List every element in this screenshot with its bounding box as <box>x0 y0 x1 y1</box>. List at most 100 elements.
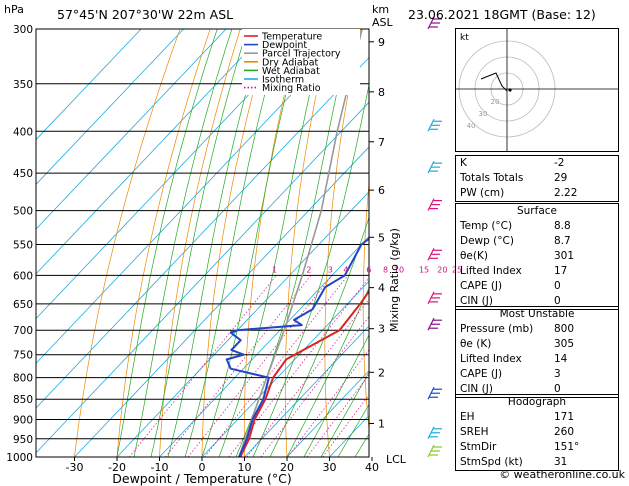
table-row: θe(K) 301 <box>456 249 618 264</box>
mixing-ratio-line <box>187 275 333 457</box>
most-unstable-title: Most Unstable <box>499 308 575 320</box>
parcel-trajectory-curve <box>238 29 363 457</box>
legend-entry: Wet Adiabat <box>262 66 320 77</box>
isotherm-line <box>244 325 369 457</box>
wind-barb <box>427 248 442 261</box>
table-row: θe (K) 305 <box>456 337 618 352</box>
km-tick-label: 2 <box>378 366 385 379</box>
pressure-tick-label: 850 <box>13 394 33 406</box>
row-label: θe (K) <box>460 338 492 350</box>
row-value: -2 <box>554 157 565 169</box>
row-value: 800 <box>554 323 575 335</box>
isotherm-line <box>36 29 184 185</box>
table-row: Lifted Index 17 <box>456 264 618 279</box>
legend-entry: Dry Adiabat <box>262 57 319 68</box>
hodograph-units: kt <box>460 33 469 43</box>
x-tick-label: -10 <box>151 461 169 474</box>
x-axis-title: Dewpoint / Temperature (°C) <box>112 471 291 486</box>
row-label: CIN (J) <box>460 295 493 307</box>
mixing-ratio-line <box>228 277 369 457</box>
row-label: K <box>460 157 467 169</box>
table-row: PW (cm) 2.22 <box>456 186 618 201</box>
hodograph-trace <box>480 72 508 92</box>
lcl-label: LCL <box>386 453 407 466</box>
row-label: θe(K) <box>460 250 488 262</box>
wind-barb <box>427 118 442 132</box>
asl-label: ASL <box>372 16 394 29</box>
pressure-tick-label: 900 <box>13 415 33 427</box>
units-label: hPa <box>4 3 24 16</box>
row-value: 305 <box>554 338 575 350</box>
table-row: StmDir 151° <box>456 440 618 455</box>
indices-table: K -2 Totals Totals 29 PW (cm) 2.22 <box>455 155 619 202</box>
km-tick-label: 4 <box>378 282 385 295</box>
datetime-title: 23.06.2021 18GMT (Base: 12) <box>408 7 596 22</box>
dry-adiabat-line <box>116 29 211 457</box>
pressure-tick-label: 800 <box>13 373 33 385</box>
mixing-ratio-line <box>204 275 349 457</box>
legend-entry: Mixing Ratio <box>262 83 321 94</box>
x-tick-label: 0 <box>199 461 206 474</box>
km-tick-label: 5 <box>378 231 385 244</box>
wind-barb <box>427 160 442 174</box>
mixing-ratio-label: 1 <box>272 265 277 274</box>
wind-barb <box>427 198 442 211</box>
pressure-tick-label: 700 <box>13 325 33 337</box>
wind-barbs <box>427 16 442 458</box>
wind-barb <box>427 317 442 331</box>
x-tick-label: 40 <box>365 461 379 474</box>
pressure-tick-label: 600 <box>13 270 33 282</box>
pressure-tick-label: 550 <box>13 239 33 251</box>
x-tick-label: -20 <box>108 461 126 474</box>
dry-adiabat-line <box>400 29 421 457</box>
row-label: CAPE (J) <box>460 368 503 380</box>
wind-barb <box>427 426 442 440</box>
row-value: 29 <box>554 172 568 184</box>
mixing-ratio-label: 20 <box>437 265 447 274</box>
mixing-ratio-label: 8 <box>383 265 388 274</box>
wet-adiabat-line <box>303 334 369 457</box>
row-label: PW (cm) <box>460 187 505 199</box>
km-label: km <box>372 3 389 16</box>
row-value: 8.8 <box>554 220 571 232</box>
table-row: Totals Totals 29 <box>456 171 618 186</box>
row-label: Totals Totals <box>460 172 524 184</box>
isotherm-line <box>74 146 369 457</box>
pressure-tick-label: 500 <box>13 206 33 218</box>
row-value: 8.7 <box>554 235 571 247</box>
row-label: Temp (°C) <box>460 220 513 232</box>
table-row: CAPE (J) 0 <box>456 279 618 294</box>
row-label: Lifted Index <box>460 265 522 277</box>
pressure-tick-label: 450 <box>13 168 33 180</box>
isotherm-line <box>36 29 312 320</box>
row-label: EH <box>460 411 475 423</box>
most-unstable-table: Most Unstable Pressure (mb) 800 θe (K) 305 L… <box>455 306 619 398</box>
km-tick-label: 3 <box>378 323 385 336</box>
wind-barb <box>427 444 442 458</box>
pressure-tick-label: 400 <box>13 126 33 138</box>
table-row: K -2 <box>456 156 618 171</box>
km-tick-label: 1 <box>378 417 385 430</box>
mixing-ratio-label: 15 <box>419 265 429 274</box>
row-label: StmSpd (kt) <box>460 456 523 468</box>
km-tick-label: 6 <box>378 184 385 197</box>
table-row: CAPE (J) 3 <box>456 367 618 382</box>
legend-entry: Dewpoint <box>262 40 307 51</box>
pressure-tick-label: 650 <box>13 299 33 311</box>
hodograph-table: Hodograph EH 171 SREH 260 StmDir 151° StmSpd (… <box>455 394 619 471</box>
temperature-curve <box>239 289 369 457</box>
wind-barb <box>427 386 442 400</box>
row-label: Dewp (°C) <box>460 235 514 247</box>
row-value: 151° <box>554 441 580 453</box>
table-row: Pressure (mb) 800 <box>456 322 618 337</box>
row-value: 14 <box>554 353 568 365</box>
pressure-tick-label: 300 <box>13 24 33 36</box>
row-label: SREH <box>460 426 489 438</box>
wind-barb <box>427 291 442 305</box>
row-value: 17 <box>554 265 568 277</box>
hodograph-ring-label: 30 <box>479 110 488 118</box>
mixing-ratio-label: 6 <box>366 265 371 274</box>
row-label: Lifted Index <box>460 353 522 365</box>
pressure-tick-label: 1000 <box>6 452 33 464</box>
surface-table: Surface Temp (°C) 8.8 Dewp (°C) 8.7 θe(K) 301… <box>455 203 619 310</box>
